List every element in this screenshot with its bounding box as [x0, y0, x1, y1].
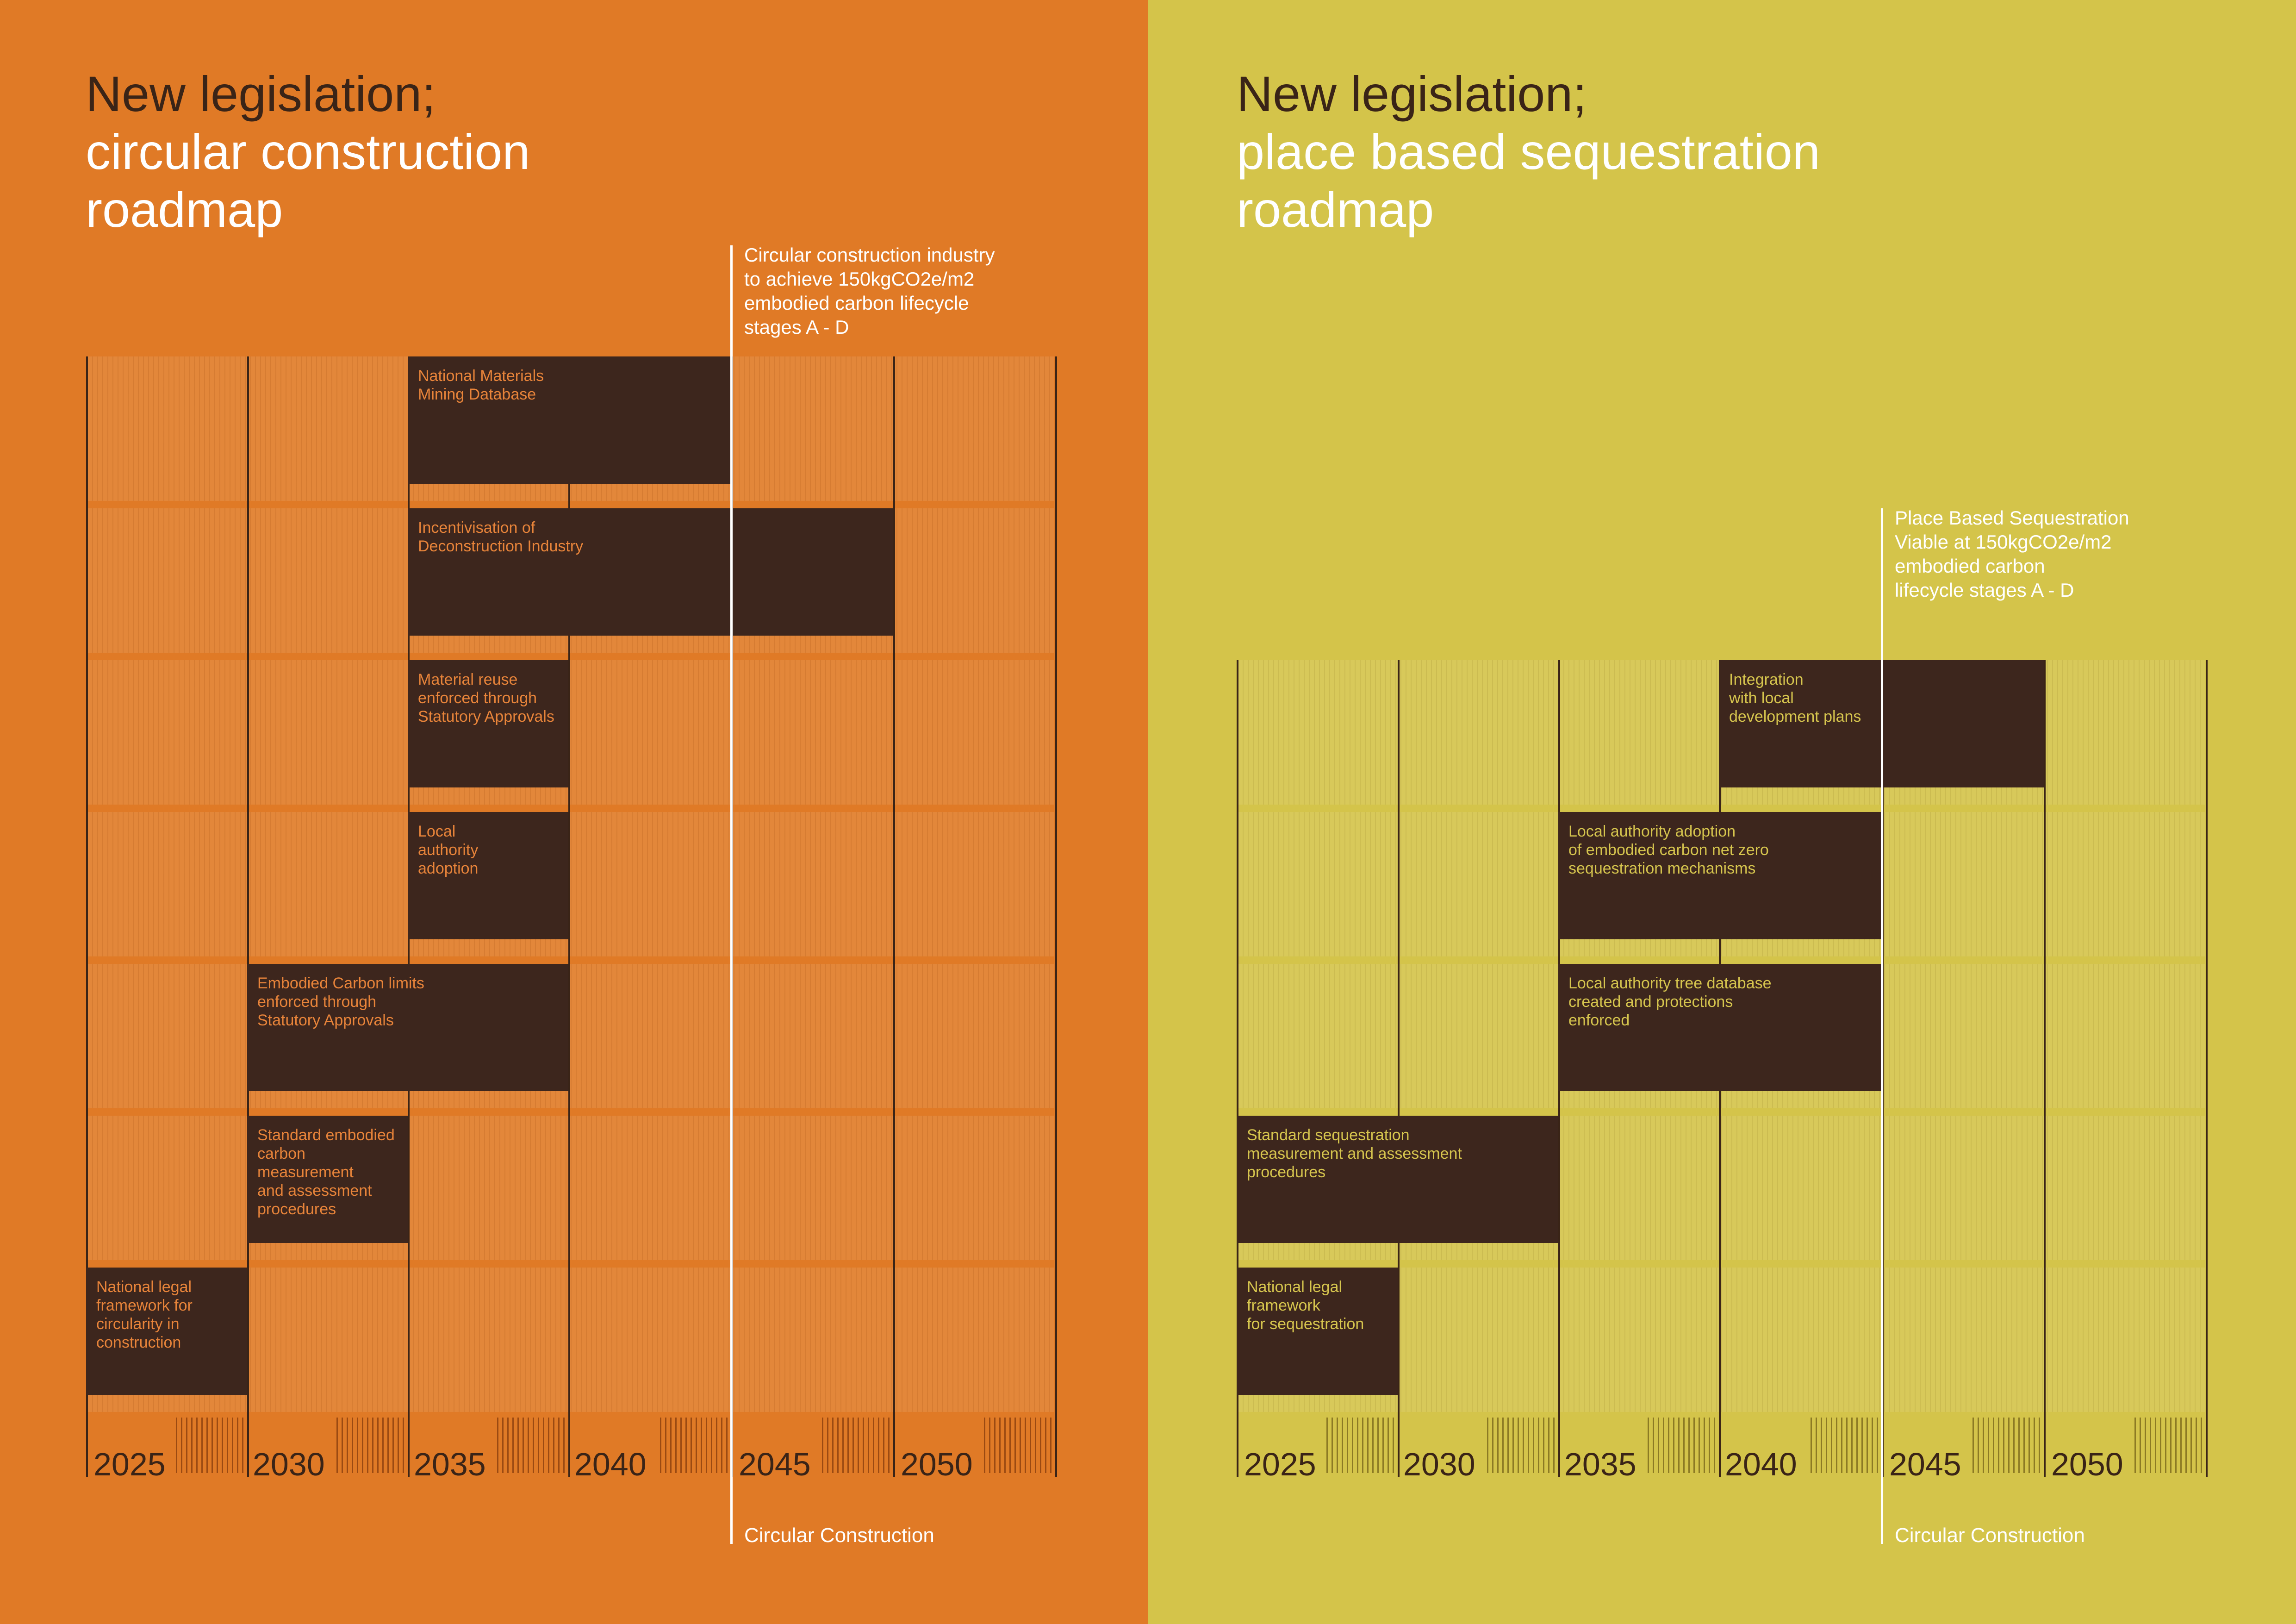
- year-divider: [247, 356, 249, 1477]
- year-label: 2025: [93, 1446, 166, 1482]
- year-label: 2030: [1403, 1446, 1475, 1482]
- milestone-bottom-label: Circular Construction: [744, 1524, 934, 1547]
- place-based-sequestration-panel: New legislation; place based sequestrati…: [1148, 0, 2296, 1624]
- title-line-3: roadmap: [86, 181, 283, 237]
- bar-label: Local authority adoption: [418, 823, 479, 877]
- tick-marks: [1487, 1418, 1556, 1473]
- year-label: 2045: [739, 1446, 811, 1482]
- year-label: 2040: [574, 1446, 647, 1482]
- bar-label: National legal framework for circularity…: [96, 1278, 193, 1351]
- tick-marks: [984, 1418, 1053, 1473]
- title-line-2: circular construction: [86, 124, 530, 180]
- roadmap-bar: National Materials Mining Database: [408, 356, 731, 484]
- year-label: 2035: [414, 1446, 486, 1482]
- title-line-3: roadmap: [1237, 181, 1434, 237]
- roadmap-bar: Local authority adoption: [408, 812, 568, 939]
- timeline-row: [87, 1116, 1054, 1260]
- timeline-row: [87, 660, 1054, 805]
- tick-marks: [1811, 1418, 1880, 1473]
- milestone-bottom-label: Circular Construction: [1895, 1524, 2085, 1547]
- tick-marks: [1972, 1418, 2042, 1473]
- tick-marks: [2134, 1418, 2204, 1473]
- roadmap-bar: Embodied Carbon limits enforced through …: [247, 964, 568, 1091]
- year-divider: [1055, 356, 1057, 1477]
- milestone-line: [1881, 508, 1883, 1544]
- year-divider: [1398, 660, 1400, 1477]
- bar-label: Integration with local development plans: [1729, 671, 1861, 725]
- bar-label: Standard embodied carbon measurement and…: [257, 1126, 395, 1218]
- tick-marks: [1648, 1418, 1717, 1473]
- bar-label: National Materials Mining Database: [418, 367, 544, 403]
- year-label: 2025: [1244, 1446, 1316, 1482]
- circular-construction-panel: New legislation; circular construction r…: [0, 0, 1148, 1624]
- year-label: 2050: [901, 1446, 973, 1482]
- bar-label: Embodied Carbon limits enforced through …: [257, 974, 424, 1029]
- roadmap-bar: Standard sequestration measurement and a…: [1237, 1116, 1558, 1243]
- timeline-grid: 2025 2030 2035 2040 2045 2050 National M…: [86, 244, 1057, 1547]
- roadmap-bar: National legal framework for circularity…: [86, 1268, 247, 1395]
- roadmap-bar: Material reuse enforced through Statutor…: [408, 660, 568, 787]
- tick-marks: [660, 1418, 729, 1473]
- timeline-row: [87, 812, 1054, 956]
- bar-label: Incentivisation of Deconstruction Indust…: [418, 519, 584, 555]
- bar-label: National legal framework for sequestrati…: [1247, 1278, 1364, 1333]
- bar-label: Material reuse enforced through Statutor…: [418, 671, 554, 725]
- year-divider: [2206, 660, 2208, 1477]
- roadmap-bar: National legal framework for sequestrati…: [1237, 1268, 1398, 1395]
- year-label: 2050: [2051, 1446, 2123, 1482]
- year-label: 2045: [1889, 1446, 1961, 1482]
- tick-marks: [176, 1418, 245, 1473]
- year-divider: [893, 356, 895, 1477]
- roadmap-bar: Standard embodied carbon measurement and…: [247, 1116, 408, 1243]
- title-line-1: New legislation;: [1237, 66, 1587, 122]
- year-divider: [2044, 660, 2046, 1477]
- timeline-row: [87, 964, 1054, 1108]
- year-divider: [86, 356, 88, 1477]
- tick-marks: [822, 1418, 891, 1473]
- timeline-grid: 2025 2030 2035 2040 2045 2050 Integratio…: [1148, 0, 2296, 1624]
- roadmap-bar: Local authority adoption of embodied car…: [1558, 812, 1882, 939]
- year-label: 2030: [253, 1446, 325, 1482]
- title-line-2: place based sequestration: [1237, 124, 1820, 180]
- bar-label: Standard sequestration measurement and a…: [1247, 1126, 1462, 1181]
- bar-label: Local authority tree database created an…: [1568, 974, 1772, 1029]
- milestone-label: Circular construction industry to achiev…: [744, 244, 995, 338]
- tick-marks: [497, 1418, 566, 1473]
- roadmap-bar: Incentivisation of Deconstruction Indust…: [408, 508, 893, 636]
- year-divider: [568, 356, 570, 1477]
- milestone-label: Place Based Sequestration Viable at 150k…: [1895, 507, 2129, 601]
- tick-marks: [1326, 1418, 1396, 1473]
- year-label: 2040: [1725, 1446, 1797, 1482]
- panel-title: New legislation; place based sequestrati…: [1237, 65, 1820, 238]
- year-label: 2035: [1564, 1446, 1636, 1482]
- title-line-1: New legislation;: [86, 66, 436, 122]
- panel-title: New legislation; circular construction r…: [86, 65, 530, 238]
- roadmap-bar: Local authority tree database created an…: [1558, 964, 1882, 1091]
- bar-label: Local authority adoption of embodied car…: [1568, 823, 1769, 877]
- milestone-line: [730, 245, 733, 1544]
- year-divider: [1237, 660, 1238, 1477]
- tick-marks: [336, 1418, 406, 1473]
